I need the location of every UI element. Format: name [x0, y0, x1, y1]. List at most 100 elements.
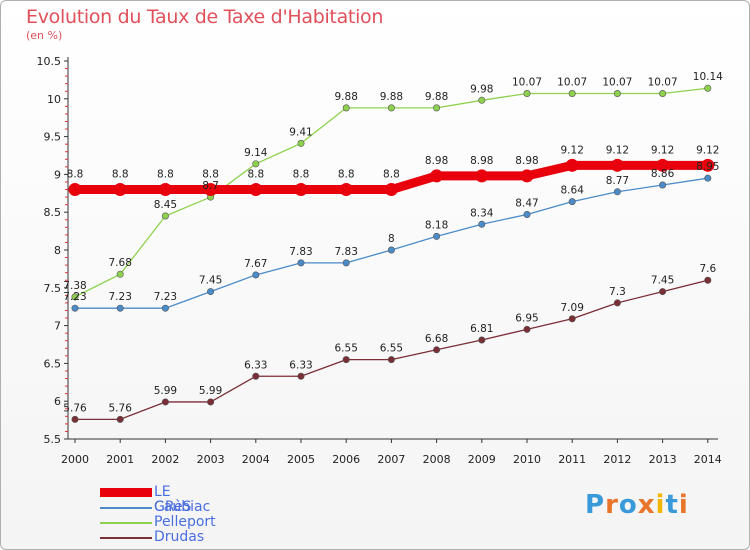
- y-tick-label: 7: [54, 320, 61, 333]
- x-tick-label: 2005: [287, 453, 315, 466]
- data-point-pelleport: [252, 160, 260, 168]
- y-tick-label: 8.5: [44, 206, 62, 219]
- y-tick-label: 9: [54, 168, 61, 181]
- data-label-le-gr-s: 8.8: [112, 169, 129, 181]
- data-point-le-gr-s: [520, 169, 534, 183]
- data-point-le-gr-s: [158, 183, 172, 197]
- data-point-drudas: [568, 315, 576, 323]
- data-point-drudas: [704, 276, 712, 284]
- logo-letter: o: [618, 490, 638, 520]
- data-point-pelleport: [613, 90, 621, 98]
- data-label-drudas: 5.99: [154, 385, 177, 397]
- x-tick-label: 2014: [694, 453, 722, 466]
- data-label-caubiac: 8.64: [561, 185, 585, 197]
- data-label-caubiac: 8: [388, 233, 395, 245]
- data-point-pelleport: [71, 293, 79, 301]
- data-label-drudas: 5.76: [63, 402, 87, 414]
- data-label-pelleport: 9.98: [470, 83, 493, 95]
- y-tick-label: 7.5: [44, 282, 62, 295]
- data-label-le-gr-s: 8.8: [202, 169, 219, 181]
- legend-swatch: [100, 507, 152, 509]
- data-label-le-gr-s: 9.12: [651, 144, 674, 156]
- data-label-le-gr-s: 8.98: [470, 155, 493, 167]
- data-label-pelleport: 9.41: [289, 126, 312, 138]
- data-point-pelleport: [387, 104, 395, 112]
- x-tick-label: 2011: [558, 453, 586, 466]
- y-tick-label: 6: [54, 395, 61, 408]
- data-label-caubiac: 8.77: [606, 175, 629, 187]
- data-label-caubiac: 8.47: [515, 197, 538, 209]
- data-point-le-gr-s: [656, 158, 670, 172]
- data-point-pelleport: [659, 90, 667, 98]
- data-label-pelleport: 8.45: [154, 199, 177, 211]
- logo-letter: r: [605, 490, 619, 520]
- data-label-drudas: 6.33: [244, 359, 267, 371]
- data-point-le-gr-s: [701, 158, 715, 172]
- data-point-le-gr-s: [294, 183, 308, 197]
- data-point-caubiac: [613, 188, 621, 196]
- y-tick-label: 8: [54, 244, 61, 257]
- data-label-le-gr-s: 9.12: [561, 144, 584, 156]
- data-label-pelleport: 10.07: [512, 77, 542, 89]
- data-point-caubiac: [433, 232, 441, 240]
- data-label-le-gr-s: 9.12: [696, 144, 719, 156]
- data-point-drudas: [116, 415, 124, 423]
- data-label-drudas: 6.33: [289, 359, 312, 371]
- logo-letter: i: [678, 490, 689, 520]
- data-label-pelleport: 10.07: [557, 77, 587, 89]
- legend-swatch: [100, 522, 152, 524]
- data-point-caubiac: [659, 181, 667, 189]
- data-label-drudas: 6.55: [380, 343, 403, 355]
- data-point-drudas: [387, 356, 395, 364]
- data-point-le-gr-s: [384, 183, 398, 197]
- data-label-le-gr-s: 8.98: [515, 155, 538, 167]
- data-point-caubiac: [387, 246, 395, 254]
- data-label-drudas: 7.45: [651, 275, 674, 287]
- data-label-pelleport: 8.7: [202, 180, 219, 192]
- data-label-caubiac: 7.45: [199, 275, 222, 287]
- data-label-pelleport: 10.14: [693, 71, 723, 83]
- data-label-le-gr-s: 8.8: [383, 169, 400, 181]
- data-point-le-gr-s: [113, 183, 127, 197]
- data-point-pelleport: [297, 139, 305, 147]
- chart-title: Evolution du Taux de Taxe d'Habitation: [26, 6, 384, 28]
- data-label-drudas: 5.76: [109, 402, 133, 414]
- x-tick-label: 2007: [377, 453, 405, 466]
- data-label-drudas: 7.09: [561, 302, 584, 314]
- data-point-drudas: [207, 398, 215, 406]
- legend-label: LE GRèS: [154, 484, 192, 515]
- legend-label: Drudas: [154, 529, 205, 545]
- data-point-drudas: [161, 398, 169, 406]
- data-point-drudas: [71, 415, 79, 423]
- data-label-le-gr-s: 8.8: [293, 169, 310, 181]
- data-point-le-gr-s: [475, 169, 489, 183]
- data-label-drudas: 6.95: [515, 312, 538, 324]
- data-label-le-gr-s: 9.12: [606, 144, 629, 156]
- legend-label: Pelleport: [154, 514, 216, 530]
- data-label-le-gr-s: 8.8: [157, 169, 174, 181]
- data-label-pelleport: 7.68: [109, 257, 132, 269]
- data-point-le-gr-s: [430, 169, 444, 183]
- x-tick-label: 2003: [197, 453, 225, 466]
- logo-letter: i: [655, 490, 666, 520]
- data-label-le-gr-s: 8.8: [67, 169, 84, 181]
- proxiti-logo: Proxiti: [585, 490, 689, 520]
- logo-letter: P: [585, 490, 606, 520]
- data-point-le-gr-s: [68, 183, 82, 197]
- data-label-drudas: 7.6: [699, 263, 716, 275]
- data-label-drudas: 6.68: [425, 333, 448, 345]
- data-point-pelleport: [704, 84, 712, 92]
- data-label-pelleport: 10.07: [648, 77, 678, 89]
- x-tick-label: 2009: [468, 453, 496, 466]
- x-tick-label: 2001: [106, 453, 134, 466]
- logo-letter: x: [637, 490, 656, 520]
- data-point-caubiac: [71, 304, 79, 312]
- data-point-pelleport: [568, 90, 576, 98]
- data-label-caubiac: 8.34: [470, 207, 494, 219]
- x-tick-label: 2000: [61, 453, 89, 466]
- data-point-drudas: [659, 288, 667, 296]
- x-tick-label: 2002: [151, 453, 179, 466]
- data-label-caubiac: 8.18: [425, 219, 448, 231]
- data-label-le-gr-s: 8.8: [338, 169, 355, 181]
